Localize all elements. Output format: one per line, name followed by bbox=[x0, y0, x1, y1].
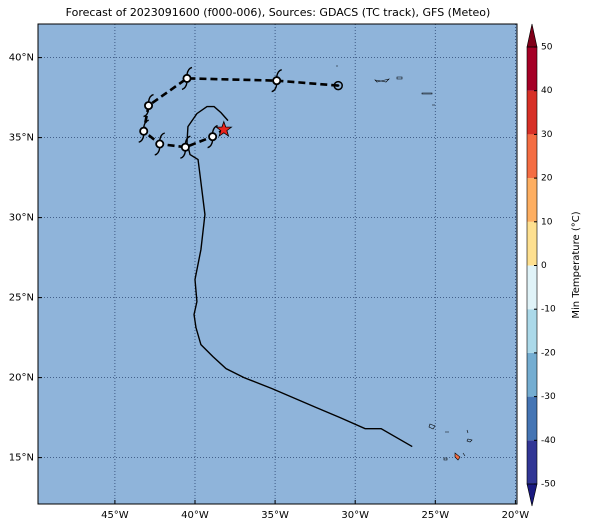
colorbar-tick-label: -50 bbox=[541, 480, 556, 490]
colorbar-tick-label: -10 bbox=[541, 305, 556, 315]
tc-symbol bbox=[180, 142, 190, 152]
tc-symbol-hooks bbox=[138, 119, 149, 143]
tc-symbol bbox=[272, 76, 282, 86]
x-tick-label: 45°W bbox=[101, 510, 129, 521]
colorbar-tick-label: 30 bbox=[541, 130, 553, 140]
tc-symbol-hooks bbox=[207, 124, 218, 149]
colorbar-tick-label: -20 bbox=[541, 348, 556, 358]
x-tick-label: 20°W bbox=[502, 510, 530, 521]
y-tick-label: 40°N bbox=[9, 53, 34, 64]
tc-start-dot bbox=[337, 84, 340, 87]
colorbar-swatch bbox=[527, 309, 537, 353]
y-tick-label: 15°N bbox=[9, 453, 34, 464]
tc-symbol bbox=[155, 139, 165, 149]
x-tick-label: 35°W bbox=[261, 510, 289, 521]
tc-symbol bbox=[182, 73, 192, 83]
tc-symbol-hooks bbox=[143, 93, 154, 118]
tc-symbol bbox=[208, 132, 218, 142]
colorbar-tick-label: -30 bbox=[541, 392, 556, 402]
y-tick-label: 25°N bbox=[9, 293, 34, 304]
colorbar-swatch bbox=[527, 47, 537, 91]
colorbar-tick-label: 20 bbox=[541, 174, 553, 184]
x-tick-label: 25°W bbox=[421, 510, 449, 521]
colorbar-tick-label: 10 bbox=[541, 217, 553, 227]
chart-title: Forecast of 2023091600 (f000-006), Sourc… bbox=[66, 6, 491, 19]
tc-symbol bbox=[139, 126, 149, 136]
colorbar-swatch bbox=[527, 396, 537, 441]
colorbar-swatch bbox=[527, 352, 537, 397]
colorbar-over bbox=[526, 23, 538, 48]
y-tick-label: 30°N bbox=[9, 213, 34, 224]
colorbar-swatch bbox=[527, 90, 537, 135]
colorbar-swatch bbox=[527, 265, 537, 310]
plot-area bbox=[38, 24, 517, 504]
tc-symbol-hooks bbox=[154, 132, 165, 156]
tc-symbol-hooks bbox=[271, 68, 282, 93]
colorbar-tick-label: -40 bbox=[541, 436, 556, 446]
tc-symbol-hooks bbox=[180, 135, 191, 159]
tc-symbol-hooks bbox=[181, 66, 193, 91]
y-tick-label: 20°N bbox=[9, 373, 34, 384]
colorbar-swatch bbox=[527, 134, 537, 179]
colorbar-tick-label: 40 bbox=[541, 86, 553, 96]
tc-start bbox=[333, 80, 343, 91]
ocean bbox=[38, 24, 517, 504]
x-tick-label: 30°W bbox=[341, 510, 369, 521]
colorbar-swatch bbox=[527, 178, 537, 222]
plot-frame bbox=[37, 23, 518, 505]
colorbar-swatch bbox=[527, 221, 537, 266]
colorbar-label: Min Temperature (°C) bbox=[571, 211, 582, 318]
colorbar-under bbox=[526, 483, 538, 507]
tc-symbol bbox=[144, 101, 154, 111]
y-tick-label: 35°N bbox=[9, 133, 34, 144]
islands bbox=[336, 65, 473, 461]
tc-current bbox=[215, 120, 233, 138]
x-tick-label: 40°W bbox=[181, 510, 209, 521]
colorbar-tick-label: 0 bbox=[541, 261, 547, 271]
colorbar-tick-label: 50 bbox=[541, 43, 553, 53]
path-line bbox=[186, 105, 413, 448]
colorbar-swatch bbox=[527, 440, 537, 484]
